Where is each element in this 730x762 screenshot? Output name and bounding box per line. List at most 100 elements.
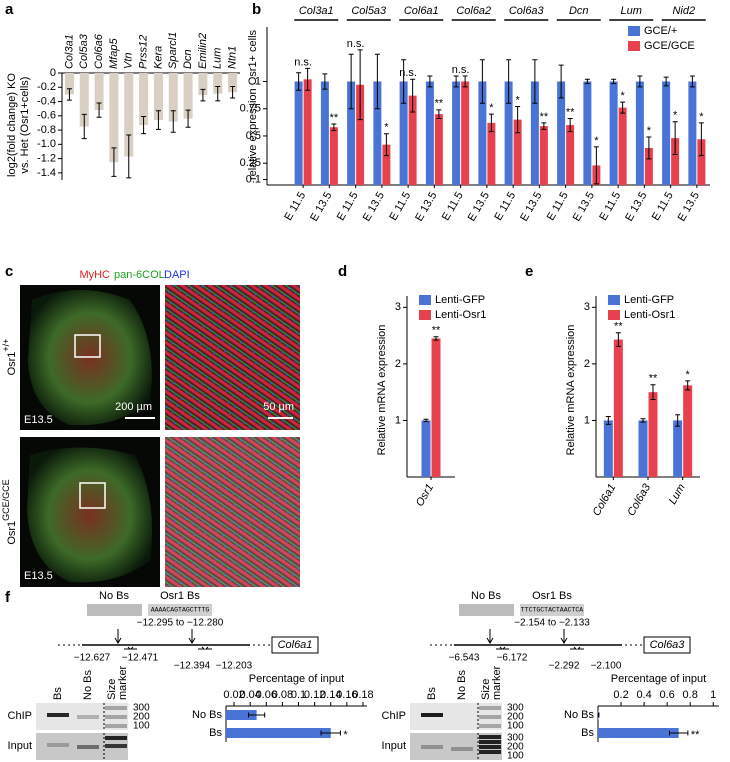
- bs-region: [520, 604, 584, 616]
- error-bar: [611, 78, 617, 85]
- marker-size: 300: [133, 703, 150, 714]
- x-tick-label: E 11.5: [545, 190, 571, 223]
- error-bar: [650, 384, 656, 401]
- x-tick-label: 0.4: [636, 689, 651, 701]
- site-diagram: No Bs Osr1 Bs TTCTGCTACTAACTCA −2.154 to −2…: [430, 590, 691, 672]
- significance: **: [432, 325, 441, 337]
- error-bar: [185, 109, 191, 128]
- legend-label: GCE/+: [644, 25, 677, 37]
- x-tick-label: Col6a3: [625, 481, 653, 518]
- marker-size: 100: [507, 751, 524, 762]
- significance: n.s.: [347, 38, 365, 50]
- region-label: Osr1 Bs: [532, 590, 572, 602]
- significance: **: [691, 729, 700, 741]
- error-bar: [322, 73, 328, 90]
- x-tick-label: Mfap5: [108, 38, 120, 69]
- x-tick-label: 0.16: [336, 689, 357, 701]
- bar: [504, 81, 513, 185]
- bar: [609, 81, 618, 185]
- significance: **: [566, 106, 575, 118]
- x-tick-label: E 13.5: [623, 190, 649, 224]
- significance: *: [699, 111, 704, 123]
- x-tick-label: Prss12: [137, 35, 149, 69]
- gel: Bs No Bs Size markerChIP300200100Input30020…: [382, 665, 525, 761]
- group-label: Col5a3: [351, 5, 387, 17]
- y-tick-label: -0.2: [37, 81, 56, 93]
- row-label: Input: [8, 740, 32, 752]
- y-tick-label: 2: [395, 358, 401, 370]
- y-tick-label: 1: [395, 414, 401, 426]
- significance: *: [673, 110, 678, 122]
- arrow: [486, 629, 494, 644]
- bar: [530, 81, 539, 185]
- x-tick-label: Col3a1: [63, 34, 75, 69]
- primer: [198, 646, 206, 650]
- genotype-label: Osr1GCE/GCE: [1, 479, 18, 544]
- x-tick-label: 0.04: [239, 689, 260, 701]
- gel-band: [105, 715, 127, 719]
- y-tick-label: 0: [50, 67, 56, 79]
- bar: [356, 84, 365, 185]
- error-bar: [215, 86, 221, 102]
- x-tick-label: E 11.5: [492, 190, 518, 223]
- panel-f: f: [5, 589, 11, 606]
- group-label: Col3a1: [299, 5, 334, 17]
- significance: *: [647, 125, 652, 137]
- position-label: −12.627: [74, 653, 111, 664]
- error-bar: [200, 88, 206, 102]
- legend-swatch: [419, 295, 431, 305]
- bar: [688, 81, 697, 185]
- row-label: ChIP: [8, 710, 32, 722]
- bar: [613, 339, 623, 477]
- x-tick-label: 0.02: [223, 689, 244, 701]
- gel-band: [421, 713, 443, 717]
- y-tick-label: -0.6: [37, 110, 56, 122]
- error-bar: [532, 59, 538, 104]
- legend-label: Lenti-Osr1: [435, 309, 486, 321]
- bar: [64, 73, 74, 95]
- legend-swatch: [419, 310, 431, 320]
- gel-band: [479, 735, 501, 739]
- x-tick-label: E 13.5: [571, 190, 597, 224]
- x-tick-label: Emilin2: [197, 33, 209, 69]
- y-tick-label: No Bs: [192, 709, 222, 721]
- group-label: Dcn: [569, 5, 589, 17]
- bar: [635, 81, 644, 185]
- error-bar: [96, 102, 102, 118]
- significance: **: [330, 112, 339, 124]
- significance: n.s.: [399, 67, 417, 79]
- marker-size: 200: [507, 742, 524, 753]
- group-label: Col6a1: [404, 5, 439, 17]
- bar: [408, 95, 417, 185]
- panel-label: e: [525, 263, 533, 280]
- bar: [566, 125, 575, 185]
- x-tick-label: 0.18: [352, 689, 373, 701]
- x-tick-label: 0.6: [659, 689, 674, 701]
- legend-swatch: [608, 310, 620, 320]
- bar: [347, 81, 356, 185]
- error-bar: [640, 418, 646, 423]
- bar: [425, 81, 434, 185]
- genotype-label: Osr1+/+: [1, 339, 18, 376]
- x-tick-label: Lum: [667, 482, 688, 507]
- bar: [399, 81, 408, 185]
- bar: [183, 73, 193, 119]
- x-tick-label: Col6a6: [93, 33, 105, 69]
- y-tick-label: 3: [584, 301, 590, 313]
- gel-band: [451, 747, 473, 751]
- lane-label: marker: [491, 665, 503, 700]
- x-tick-label: Kera: [152, 46, 164, 69]
- error-bar: [155, 110, 161, 130]
- error-bar: [248, 712, 266, 718]
- no-bs-region: [87, 604, 142, 616]
- bar: [431, 338, 441, 477]
- x-tick-label: 0.12: [304, 689, 325, 701]
- bar: [478, 81, 487, 185]
- bar: [421, 420, 431, 477]
- error-bar: [567, 118, 573, 133]
- marker-size: 300: [507, 733, 524, 744]
- bar: [153, 73, 163, 121]
- panel-label: a: [5, 1, 14, 18]
- primer: [576, 646, 584, 650]
- error-bar: [126, 134, 132, 179]
